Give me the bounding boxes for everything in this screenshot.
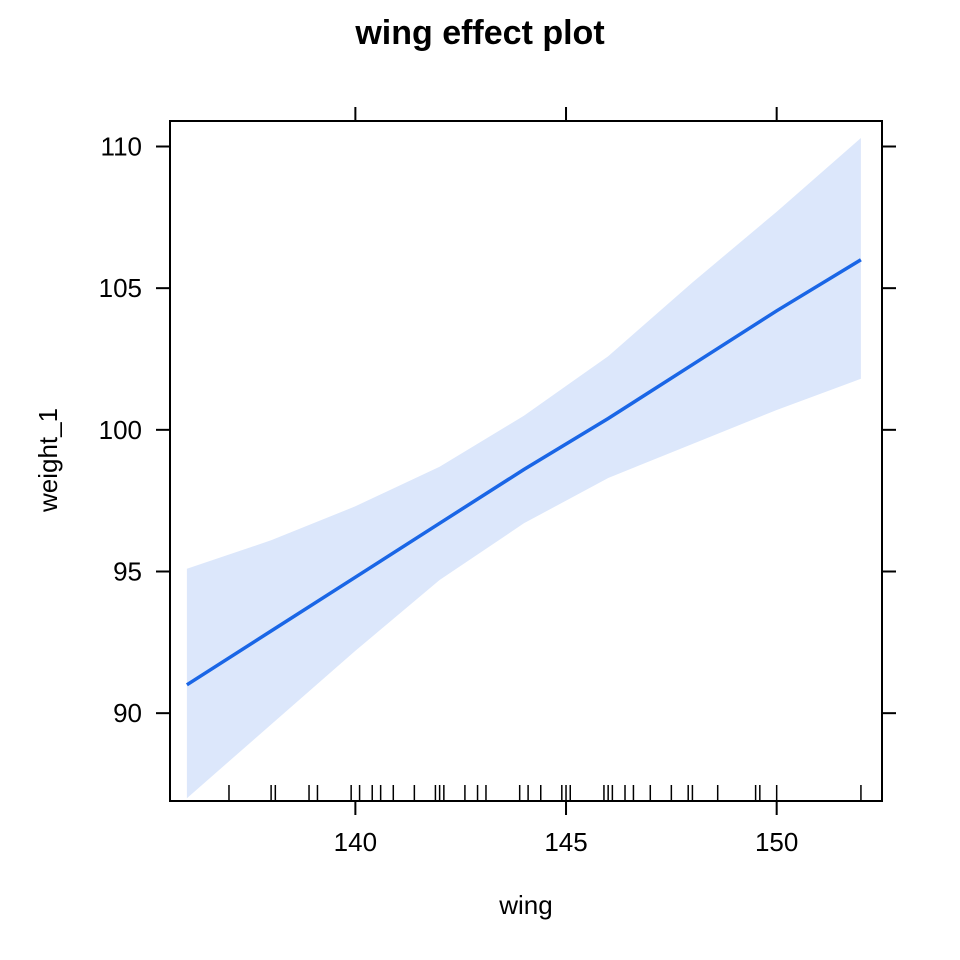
- y-axis: 90 95 100 105 110: [99, 132, 896, 728]
- y-tick-label: 100: [99, 415, 142, 445]
- plot-frame: [169, 120, 883, 802]
- x-tick-label: 145: [544, 827, 587, 857]
- x-axis-label: wing: [498, 890, 552, 920]
- y-tick-label: 90: [113, 698, 142, 728]
- x-axis: 140 145 150: [334, 107, 798, 857]
- y-axis-label: weight_1: [33, 408, 63, 513]
- fit-line: [185, 258, 862, 687]
- x-tick-label: 140: [334, 827, 377, 857]
- rug-layer: [228, 785, 862, 801]
- y-tick-label: 105: [99, 273, 142, 303]
- x-tick-label: 150: [755, 827, 798, 857]
- chart-title: wing effect plot: [354, 14, 604, 52]
- y-tick-label: 110: [101, 132, 142, 162]
- fit-line-layer: [185, 258, 862, 687]
- y-tick-label: 95: [113, 557, 142, 587]
